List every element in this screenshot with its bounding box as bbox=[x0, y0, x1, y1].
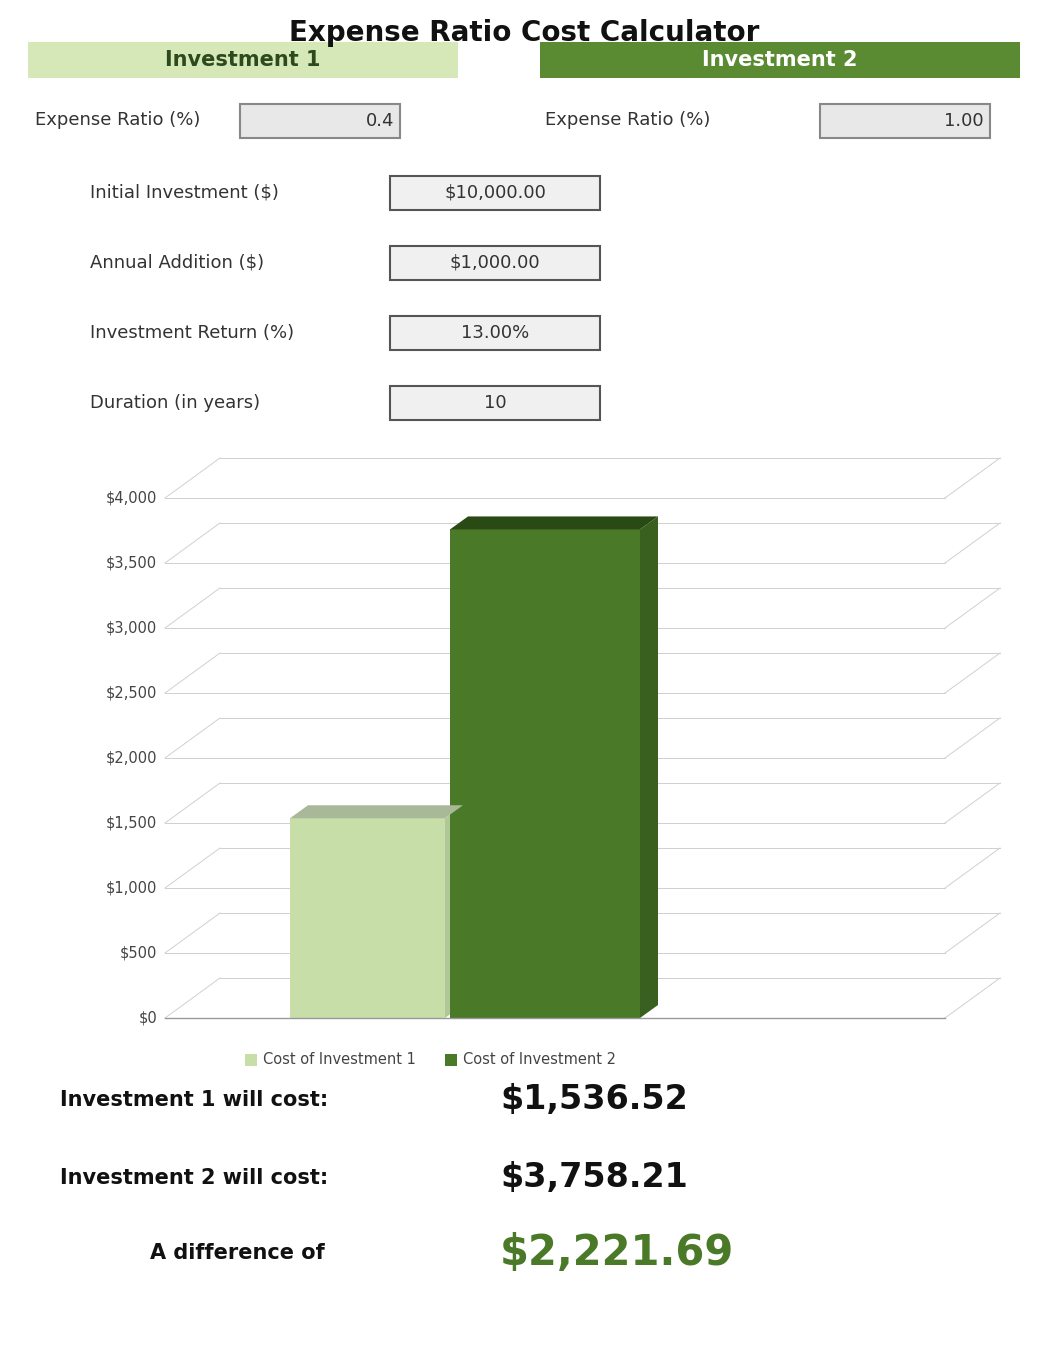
Text: $2,221.69: $2,221.69 bbox=[500, 1232, 735, 1274]
Text: Investment 1: Investment 1 bbox=[166, 50, 321, 71]
Text: 10: 10 bbox=[484, 394, 506, 411]
FancyBboxPatch shape bbox=[240, 105, 400, 139]
FancyBboxPatch shape bbox=[390, 177, 601, 210]
FancyBboxPatch shape bbox=[245, 1054, 257, 1066]
Text: $2,500: $2,500 bbox=[106, 686, 157, 701]
FancyBboxPatch shape bbox=[28, 42, 458, 77]
Text: Investment 2 will cost:: Investment 2 will cost: bbox=[60, 1168, 328, 1188]
Text: $3,758.21: $3,758.21 bbox=[500, 1161, 687, 1195]
Text: $1,000.00: $1,000.00 bbox=[450, 254, 541, 272]
FancyBboxPatch shape bbox=[540, 42, 1020, 77]
Text: Investment Return (%): Investment Return (%) bbox=[90, 325, 294, 342]
Text: $3,500: $3,500 bbox=[106, 555, 157, 570]
Text: Expense Ratio (%): Expense Ratio (%) bbox=[545, 111, 711, 129]
Text: $1,500: $1,500 bbox=[106, 816, 157, 831]
Text: $1,000: $1,000 bbox=[106, 880, 157, 895]
Text: $500: $500 bbox=[119, 945, 157, 960]
Text: 1.00: 1.00 bbox=[944, 111, 984, 130]
Text: $3,000: $3,000 bbox=[106, 621, 157, 636]
Text: Expense Ratio Cost Calculator: Expense Ratio Cost Calculator bbox=[289, 19, 759, 48]
Text: Investment 1 will cost:: Investment 1 will cost: bbox=[60, 1090, 328, 1109]
FancyBboxPatch shape bbox=[390, 386, 601, 420]
Text: Cost of Investment 1: Cost of Investment 1 bbox=[263, 1051, 416, 1066]
FancyBboxPatch shape bbox=[390, 316, 601, 350]
Text: $2,000: $2,000 bbox=[106, 751, 157, 766]
Text: Cost of Investment 2: Cost of Investment 2 bbox=[463, 1051, 616, 1066]
Text: A difference of: A difference of bbox=[150, 1243, 325, 1263]
FancyBboxPatch shape bbox=[390, 246, 601, 280]
Text: 0.4: 0.4 bbox=[366, 111, 394, 130]
Text: $0: $0 bbox=[138, 1010, 157, 1025]
Polygon shape bbox=[445, 805, 463, 1018]
Text: Initial Investment ($): Initial Investment ($) bbox=[90, 183, 279, 202]
Text: $10,000.00: $10,000.00 bbox=[444, 183, 546, 202]
Text: Investment 2: Investment 2 bbox=[702, 50, 857, 71]
Text: 13.00%: 13.00% bbox=[461, 325, 529, 342]
Text: Expense Ratio (%): Expense Ratio (%) bbox=[35, 111, 200, 129]
FancyBboxPatch shape bbox=[820, 105, 990, 139]
FancyBboxPatch shape bbox=[450, 530, 640, 1018]
Text: $4,000: $4,000 bbox=[106, 490, 157, 505]
Text: Duration (in years): Duration (in years) bbox=[90, 394, 260, 411]
Polygon shape bbox=[640, 516, 658, 1018]
Text: Annual Addition ($): Annual Addition ($) bbox=[90, 254, 264, 272]
Text: $1,536.52: $1,536.52 bbox=[500, 1084, 687, 1116]
FancyBboxPatch shape bbox=[445, 1054, 457, 1066]
FancyBboxPatch shape bbox=[290, 819, 445, 1018]
Polygon shape bbox=[450, 516, 658, 530]
Polygon shape bbox=[290, 805, 463, 819]
